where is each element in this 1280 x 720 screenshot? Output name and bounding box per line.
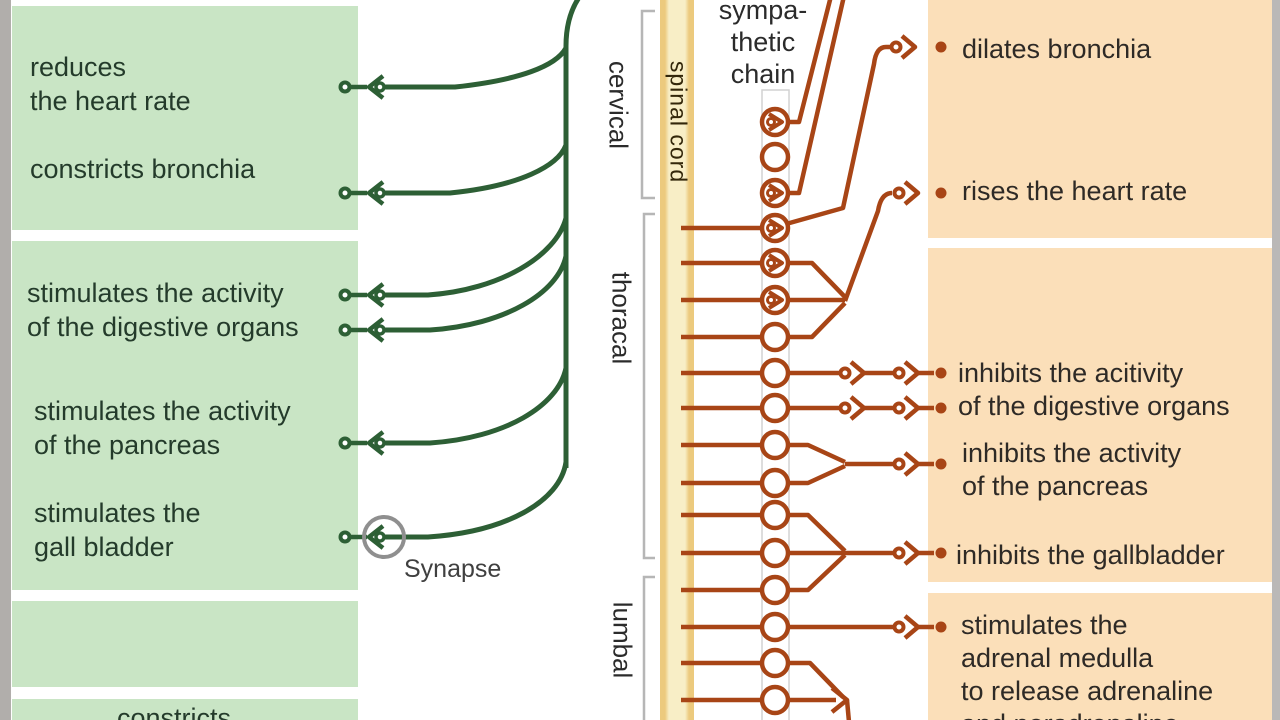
green-synapse-icon (338, 317, 386, 343)
pancreas-branch-2 (681, 463, 846, 486)
orange-synapse-icon (838, 395, 867, 421)
parasympathetic-label-digestive: stimulates the activity of the digestive … (27, 278, 299, 342)
spinal-cord-label: spinal cord (665, 60, 692, 184)
cervical-bracket (640, 9, 655, 200)
heart-junction-fibre (842, 190, 893, 302)
bronchia-fibre (385, 143, 569, 196)
green-synapse-icon (338, 180, 386, 206)
sympathetic-target-synapses (838, 34, 921, 640)
orange-synapse-icon (892, 180, 921, 206)
ganglion-synapse-icon (766, 112, 784, 132)
sympathetic-label-heart: rises the heart rate (962, 176, 1188, 206)
ganglion-synapse-glyphs (766, 112, 784, 310)
ganglion-icon (759, 499, 791, 531)
parasympathetic-effect-box-3 (12, 601, 358, 687)
ganglion-icon (759, 611, 791, 643)
ganglion-icon (759, 357, 791, 389)
ganglion-icon (759, 574, 791, 606)
orange-synapse-icon (892, 614, 921, 640)
gallbladder-branch-3 (681, 553, 847, 593)
left-edge-strip (0, 0, 11, 720)
green-synapse-icon (338, 430, 386, 456)
digestive-fibre-1 (385, 217, 569, 298)
orange-synapse-icon (892, 360, 921, 386)
ganglion-icon (759, 141, 791, 173)
green-synapse-icon (338, 524, 386, 550)
region-brackets (640, 9, 655, 720)
parasympathetic-effect-box-1 (12, 6, 358, 230)
cervical-ascending-fibre-2 (787, 0, 846, 196)
ganglion-icon (759, 647, 791, 679)
parasympathetic-label-gallbladder: stimulates the gall bladder (34, 498, 201, 562)
end-dot-icon (935, 547, 947, 559)
cervical-ascending-fibre-1 (787, 0, 833, 125)
sympathetic-effect-box-2 (928, 248, 1272, 582)
orange-synapse-icon (889, 34, 918, 60)
sympathetic-end-dots (935, 41, 947, 633)
heart-branch-3 (681, 301, 847, 340)
sympathetic-effect-box-1 (928, 0, 1272, 238)
digestive-fibre-2 (385, 255, 569, 333)
sympathetic-fibres (681, 0, 934, 720)
pancreas-branch-1 (681, 442, 846, 465)
bronchia-fibre (785, 44, 890, 227)
sympathetic-label-adrenal: stimulates the adrenal medulla to release… (961, 610, 1214, 720)
end-dot-icon (935, 458, 947, 470)
ganglion-icon (759, 537, 791, 569)
ganglion-synapse-icon (766, 183, 784, 203)
region-label-lumbal: lumbal (607, 601, 638, 679)
ganglion-icon (759, 321, 791, 353)
sympathetic-effect-box-3 (928, 593, 1272, 720)
sympathetic-label-pancreas: inhibits the activity of the pancreas (962, 438, 1182, 501)
lumbar-stub (844, 699, 852, 720)
spinal-cord-band (660, 0, 694, 720)
end-dot-icon (935, 402, 947, 414)
ganglion-icon (759, 684, 791, 716)
sympathetic-label-gallbladder: inhibits the gallbladder (956, 540, 1225, 570)
end-dot-icon (935, 41, 947, 53)
parasympathetic-label-pancreas: stimulates the activity of the pancreas (34, 396, 291, 460)
pancreas-fibre (385, 367, 569, 446)
green-synapse-icon (338, 282, 386, 308)
orange-synapse-icon (892, 540, 921, 566)
parasympathetic-effect-box-2 (12, 241, 358, 590)
synapse-label: Synapse (404, 555, 502, 583)
parasympathetic-fibres (385, 0, 581, 540)
sympathetic-label-digestive: inhibits the acitivity of the digestive o… (958, 358, 1230, 421)
parasympathetic-terminals (338, 74, 406, 559)
parasympathetic-label-heart: reduces the heart rate (30, 52, 191, 116)
lumbal-bracket (642, 575, 655, 720)
right-edge-strip (1272, 0, 1280, 720)
parasympathetic-label-bronchia: constricts bronchia (30, 154, 256, 184)
sympathetic-label-bronchia: dilates bronchia (962, 34, 1152, 64)
ganglion-icon (759, 429, 791, 461)
ganglion-synapse-icon (766, 290, 784, 310)
heart-branch-1 (786, 260, 847, 299)
region-label-thoracal: thoracal (606, 271, 637, 365)
thoracal-bracket (642, 212, 655, 560)
ganglion-icon (759, 392, 791, 424)
lumbar-branch-1 (681, 660, 845, 699)
ganglion-icon (759, 467, 791, 499)
gallbladder-fibre (385, 461, 569, 540)
parasympathetic-label-constricts: constricts (117, 703, 232, 720)
ganglion-synapse-icon (766, 253, 784, 273)
heart-fibre (385, 46, 569, 90)
end-dot-icon (935, 187, 947, 199)
orange-synapse-icon (838, 360, 867, 386)
gallbladder-branch-1 (681, 512, 847, 553)
ganglion-synapse-icon (766, 218, 784, 238)
orange-synapse-icon (892, 395, 921, 421)
orange-synapse-icon (892, 451, 921, 477)
synapse-callout-ring-icon (362, 515, 406, 559)
end-dot-icon (935, 367, 947, 379)
green-synapse-icon (338, 74, 386, 100)
sympathetic-chain-label: sympa- thetic chain (718, 0, 808, 89)
vagus-trunk-line (563, 0, 581, 468)
parasympathetic-effect-box-4 (12, 699, 358, 720)
end-dot-icon (935, 621, 947, 633)
region-label-cervical: cervical (603, 60, 634, 150)
